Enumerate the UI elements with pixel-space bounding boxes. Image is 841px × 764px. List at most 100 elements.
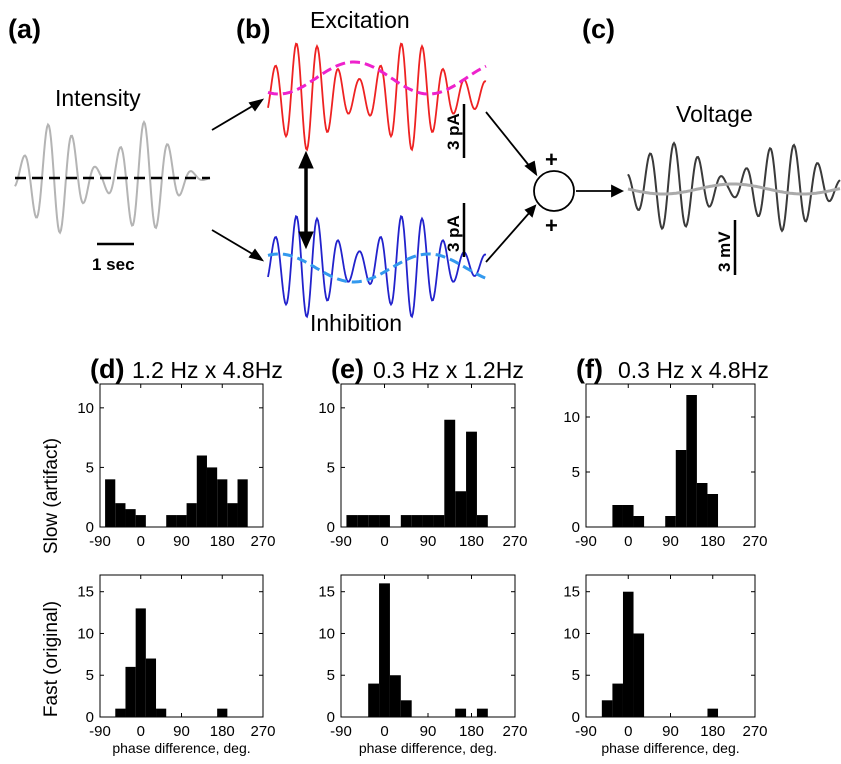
inhibition-slow-trace — [267, 252, 487, 284]
x-tick-label: 180 — [700, 533, 725, 550]
histogram-bar — [166, 515, 177, 527]
volt-scale-label: 3 mV — [715, 231, 734, 272]
histogram-title-e: 0.3 Hz x 1.2Hz — [373, 357, 524, 383]
histogram-bar — [105, 479, 116, 527]
histogram-bar — [368, 515, 380, 527]
x-tick-label: 0 — [380, 533, 388, 550]
histogram-bar — [612, 505, 623, 527]
histogram-bar — [622, 505, 634, 527]
y-tick-label: 10 — [563, 625, 580, 642]
y-tick-label: 0 — [86, 709, 94, 726]
plot-frame — [340, 383, 516, 528]
intensity-trace — [14, 119, 211, 235]
histogram-bar — [357, 515, 369, 527]
double-arrow-head-up — [298, 150, 314, 169]
x-tick-label: 0 — [380, 723, 388, 740]
y-tick-label: 15 — [563, 584, 580, 601]
histogram-bar — [186, 503, 197, 527]
histogram-bar — [707, 708, 719, 717]
x-tick-label: 270 — [742, 723, 767, 740]
y-tick-label: 0 — [327, 519, 335, 536]
x-tick-label: 90 — [662, 533, 679, 550]
x-tick-label: 0 — [624, 533, 632, 550]
x-tick-label: -90 — [575, 723, 597, 740]
x-tick-label: 180 — [210, 533, 235, 550]
histogram-bar — [217, 479, 228, 527]
inhibition-title: Inhibition — [310, 310, 402, 336]
x-tick-label: -90 — [330, 723, 352, 740]
plus-sign-top: + — [545, 147, 558, 172]
panel-label-d: (d) — [90, 354, 124, 384]
y-tick-label: 5 — [327, 459, 335, 476]
panel-label-a: (a) — [8, 14, 41, 44]
arrow-to-inhibition — [211, 229, 257, 257]
x-tick-label: 0 — [137, 533, 145, 550]
x-tick-label: 180 — [459, 533, 484, 550]
row-label-fast: Fast (original) — [41, 601, 62, 717]
histogram-bar — [115, 503, 126, 527]
histogram-bar — [476, 708, 488, 717]
voltage-slow-trace — [627, 182, 841, 196]
histogram-bar — [237, 479, 248, 527]
y-tick-label: 5 — [86, 667, 94, 684]
y-tick-label: 10 — [318, 625, 335, 642]
x-tick-label: -90 — [575, 533, 597, 550]
x-axis-label: phase difference, deg. — [359, 740, 497, 756]
x-tick-label: 90 — [662, 723, 679, 740]
x-tick-label: 180 — [700, 723, 725, 740]
y-tick-label: 10 — [563, 409, 580, 426]
x-tick-label: 90 — [173, 533, 190, 550]
histogram-bar — [115, 708, 126, 717]
plot-frame — [99, 574, 264, 718]
histogram-bar — [455, 708, 467, 717]
y-tick-label: 5 — [327, 667, 335, 684]
flow-arrows — [211, 98, 625, 263]
x-tick-label: -90 — [89, 723, 111, 740]
arrow-head-voltage — [611, 184, 625, 198]
voltage-title: Voltage — [676, 101, 753, 127]
y-tick-label: 0 — [572, 709, 580, 726]
x-tick-label: 0 — [624, 723, 632, 740]
x-axis-label: phase difference, deg. — [601, 740, 739, 756]
histogram-bar — [422, 515, 434, 527]
histogram-bar — [707, 494, 719, 527]
x-tick-label: 90 — [173, 723, 190, 740]
x-tick-label: 90 — [420, 533, 437, 550]
histogram-bar — [665, 516, 676, 527]
y-tick-label: 15 — [318, 584, 335, 601]
histogram-bar — [227, 503, 238, 527]
double-arrow-head-down — [298, 231, 314, 250]
plot-frame — [585, 574, 756, 718]
histogram-bar — [433, 515, 445, 527]
x-tick-label: 270 — [742, 533, 767, 550]
histogram-bar — [400, 700, 412, 717]
arrow-head-exc-sum — [524, 160, 538, 177]
histogram-bar — [455, 491, 467, 527]
arrow-to-excitation — [211, 103, 257, 131]
histogram-bar — [675, 450, 687, 527]
excitation-slow-trace — [267, 60, 487, 96]
summation-node — [533, 170, 575, 212]
histogram-bar — [633, 633, 645, 717]
histogram-bar — [601, 700, 613, 717]
y-tick-label: 10 — [318, 400, 335, 417]
histogram-bar — [466, 431, 477, 527]
plus-sign-bottom: + — [545, 213, 558, 238]
histogram-bar — [156, 708, 167, 717]
histogram-bar — [135, 608, 146, 717]
panel-label-b: (b) — [236, 14, 270, 44]
intensity-title: Intensity — [55, 85, 141, 111]
plot-frame — [340, 574, 516, 718]
arrow-head-inhibition — [248, 248, 265, 262]
histogram-bar — [444, 419, 456, 527]
exc-scale-label: 3 pA — [444, 113, 463, 150]
histogram-bar — [622, 591, 634, 717]
arrow-head-excitation — [248, 98, 265, 112]
